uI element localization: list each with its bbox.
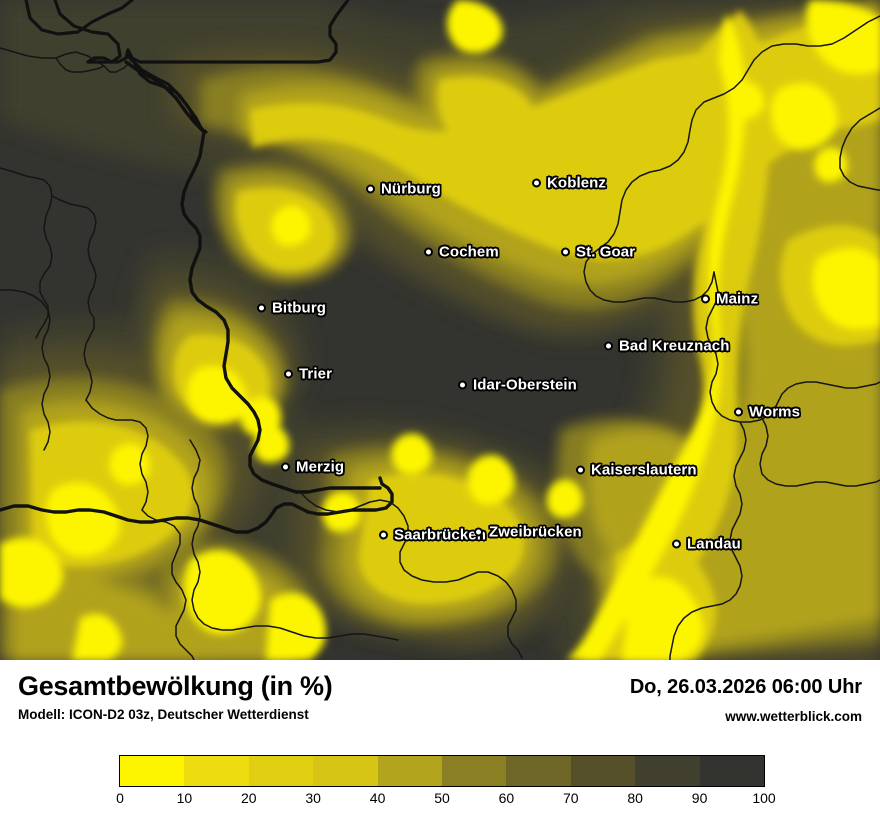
city-label: Idar-Oberstein	[473, 376, 577, 394]
title-block: Gesamtbewölkung (in %) Modell: ICON-D2 0…	[18, 671, 333, 723]
colorbar-tick: 90	[691, 790, 708, 806]
valid-time-label: Do, 26.03.2026 06:00 Uhr	[629, 676, 862, 698]
colorbar-tick: 30	[305, 790, 321, 806]
colorbar-bin	[699, 756, 765, 786]
colorbar-tick: 80	[627, 790, 643, 806]
colorbar-tick: 20	[241, 790, 257, 806]
city-label: Landau	[687, 535, 741, 553]
city-dot-icon	[284, 369, 293, 379]
city-label: Worms	[749, 403, 801, 421]
city-dot-icon	[701, 294, 710, 304]
city-dot-icon	[604, 341, 613, 351]
city-dot-icon	[379, 530, 388, 540]
city-marker[interactable]: Cochem	[424, 244, 499, 261]
city-label: Cochem	[439, 243, 499, 261]
city-label: Trier	[299, 365, 333, 383]
colorbar-wrap: 0 10 20 30 40 50 60 70 80 90 100	[116, 755, 776, 814]
colorbar-bin	[120, 756, 185, 786]
colorbar-tick: 100	[752, 790, 776, 806]
city-dot-icon	[366, 184, 375, 194]
city-label: Bad Kreuznach	[619, 337, 730, 355]
city-dot-icon	[734, 407, 743, 417]
city-label: Merzig	[296, 458, 345, 476]
colorbar-bin	[506, 756, 571, 786]
city-label: Mainz	[716, 290, 759, 308]
city-marker[interactable]: Bad Kreuznach	[604, 338, 730, 355]
city-label-layer: Nürburg Koblenz Cochem St. Goar Mainz Bitburg…	[257, 175, 800, 553]
colorbar-tick: 40	[369, 790, 386, 806]
city-label: Saarbrücken	[394, 526, 486, 544]
city-marker[interactable]: Idar-Oberstein	[458, 377, 577, 394]
colorbar-bin	[570, 756, 636, 786]
colorbar-tick-labels: 0 10 20 30 40 50 60 70 80 90 100	[116, 790, 776, 814]
city-label: Zweibrücken	[489, 523, 582, 541]
colorbar[interactable]	[119, 755, 765, 787]
colorbar-bin	[442, 756, 507, 786]
city-label: Bitburg	[272, 299, 327, 317]
city-marker[interactable]: Saarbrücken	[379, 527, 486, 544]
page-title: Gesamtbewölkung (in %)	[18, 671, 333, 701]
city-dot-icon	[424, 247, 433, 257]
colorbar-bin	[248, 756, 314, 786]
model-subtitle: Modell: ICON-D2 03z, Deutscher Wetterdie…	[18, 707, 309, 723]
city-marker[interactable]: Bitburg	[257, 300, 326, 317]
city-marker[interactable]: Zweibrücken	[474, 524, 582, 541]
city-dot-icon	[576, 465, 585, 475]
city-marker[interactable]: Kaiserslautern	[576, 462, 697, 479]
city-marker[interactable]: Nürburg	[366, 181, 441, 198]
city-marker[interactable]: Koblenz	[532, 175, 606, 192]
city-marker[interactable]: Mainz	[701, 291, 758, 308]
city-dot-icon	[281, 462, 290, 472]
colorbar-bin	[313, 756, 378, 786]
colorbar-tick: 70	[563, 790, 579, 806]
colorbar-tick: 10	[176, 790, 193, 806]
colorbar-bin	[184, 756, 249, 786]
city-label: St. Goar	[576, 243, 636, 261]
city-dot-icon	[672, 539, 681, 549]
city-label: Koblenz	[547, 174, 607, 192]
colorbar-tick: 60	[498, 790, 515, 806]
city-dot-icon	[532, 178, 541, 188]
city-dot-icon	[561, 247, 570, 257]
city-marker[interactable]: Worms	[734, 404, 800, 421]
city-marker[interactable]: Merzig	[281, 459, 344, 476]
footer-panel: Gesamtbewölkung (in %) Modell: ICON-D2 0…	[0, 660, 880, 830]
city-marker[interactable]: Trier	[284, 366, 332, 383]
cloud-cover-raster	[0, 0, 880, 660]
city-label: Kaiserslautern	[591, 461, 697, 479]
city-marker[interactable]: St. Goar	[561, 244, 635, 261]
map-panel[interactable]: Nürburg Koblenz Cochem St. Goar Mainz Bitburg…	[0, 0, 880, 660]
colorbar-bin	[635, 756, 700, 786]
city-label: Nürburg	[381, 180, 441, 198]
city-dot-icon	[474, 527, 483, 537]
colorbar-tick: 0	[116, 790, 124, 806]
city-dot-icon	[257, 303, 266, 313]
city-marker[interactable]: Landau	[672, 536, 741, 553]
colorbar-bin	[377, 756, 443, 786]
date-block: Do, 26.03.2026 06:00 Uhr www.wetterblick…	[630, 676, 862, 724]
website-label: www.wetterblick.com	[725, 709, 862, 724]
city-dot-icon	[458, 380, 467, 390]
colorbar-tick: 50	[434, 790, 450, 806]
